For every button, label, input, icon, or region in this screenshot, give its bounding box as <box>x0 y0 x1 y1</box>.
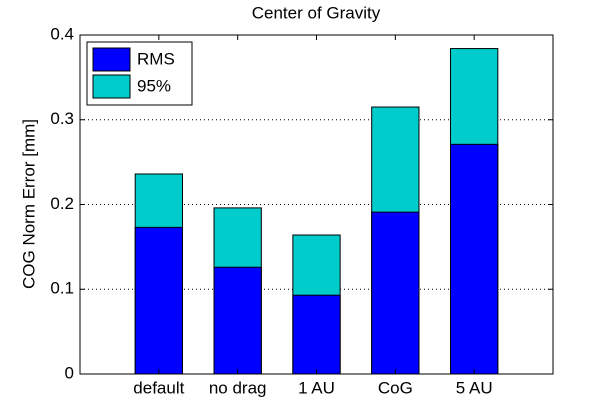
bar <box>292 294 341 375</box>
y-tick-label: 0.4 <box>50 24 74 43</box>
x-tick-label: 1 AU <box>298 378 335 397</box>
legend-label: RMS <box>137 49 175 68</box>
x-tick-label: 5 AU <box>456 378 493 397</box>
chart-title: Center of Gravity <box>252 3 381 22</box>
bar <box>213 266 262 375</box>
y-tick-label: 0.3 <box>50 109 74 128</box>
y-axis-label: COG Norm Error [mm] <box>19 119 38 289</box>
bar <box>134 226 183 375</box>
x-tick-label: default <box>133 378 184 397</box>
axes-box <box>79 34 554 375</box>
y-tick-label: 0.2 <box>50 194 74 213</box>
legend-label: 95% <box>137 76 171 95</box>
legend-swatch <box>92 74 131 99</box>
bar <box>450 143 499 375</box>
legend-swatch <box>92 47 131 72</box>
y-tick-label: 0 <box>65 363 74 382</box>
x-tick-label: no drag <box>209 378 267 397</box>
y-tick-label: 0.1 <box>50 279 74 298</box>
bar <box>371 211 420 375</box>
x-tick-label: CoG <box>378 378 413 397</box>
